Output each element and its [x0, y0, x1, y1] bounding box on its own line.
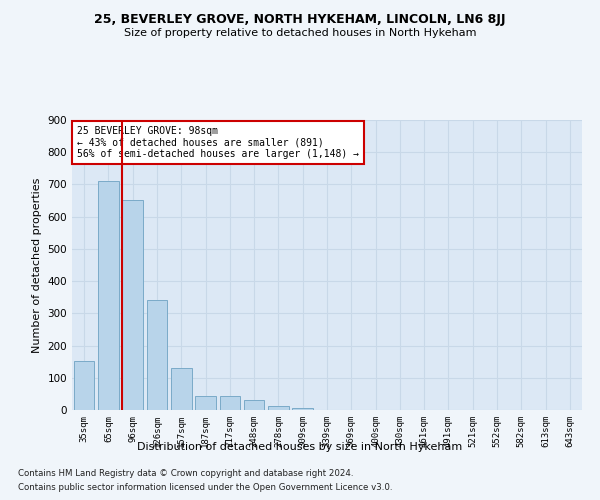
Text: 25, BEVERLEY GROVE, NORTH HYKEHAM, LINCOLN, LN6 8JJ: 25, BEVERLEY GROVE, NORTH HYKEHAM, LINCO…	[94, 12, 506, 26]
Text: Size of property relative to detached houses in North Hykeham: Size of property relative to detached ho…	[124, 28, 476, 38]
Bar	[122, 200, 143, 410]
Bar	[195, 396, 216, 410]
Bar	[74, 361, 94, 410]
Bar	[292, 408, 313, 410]
Bar	[220, 396, 240, 410]
Text: Contains public sector information licensed under the Open Government Licence v3: Contains public sector information licen…	[18, 484, 392, 492]
Text: 25 BEVERLEY GROVE: 98sqm
← 43% of detached houses are smaller (891)
56% of semi-: 25 BEVERLEY GROVE: 98sqm ← 43% of detach…	[77, 126, 359, 159]
Bar	[98, 180, 119, 410]
Bar	[268, 406, 289, 410]
Text: Distribution of detached houses by size in North Hykeham: Distribution of detached houses by size …	[137, 442, 463, 452]
Text: Contains HM Land Registry data © Crown copyright and database right 2024.: Contains HM Land Registry data © Crown c…	[18, 468, 353, 477]
Bar	[146, 300, 167, 410]
Bar	[171, 368, 191, 410]
Bar	[244, 400, 265, 410]
Y-axis label: Number of detached properties: Number of detached properties	[32, 178, 42, 352]
